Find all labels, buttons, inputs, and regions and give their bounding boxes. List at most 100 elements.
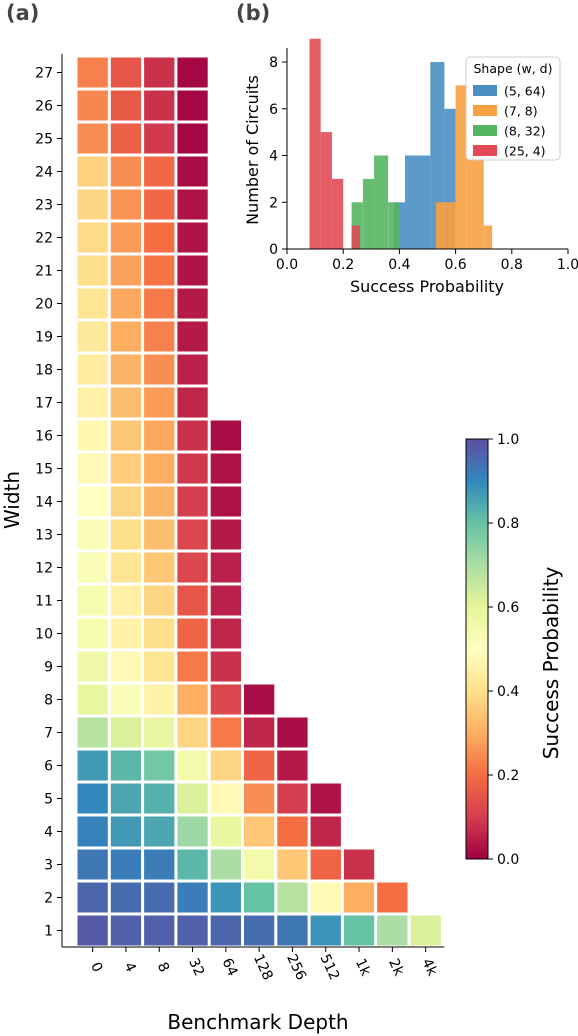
heatmap-cell — [77, 519, 108, 550]
heatmap-cell — [343, 882, 375, 913]
heatmap-cell — [144, 552, 175, 583]
histogram-y-tick-label: 0 — [269, 242, 278, 258]
heatmap-cell — [110, 387, 142, 418]
heatmap-cell — [144, 453, 175, 484]
heatmap-cell — [144, 849, 175, 880]
heatmap-cell — [110, 783, 142, 814]
heatmap-cell — [210, 882, 241, 913]
colorbar-tick-label: 0.2 — [497, 768, 519, 784]
heatmap-cell — [177, 90, 208, 121]
heatmap-y-tick-label: 23 — [35, 198, 53, 214]
heatmap-cell — [177, 156, 208, 187]
histogram-x-tick-label: 0.6 — [444, 257, 466, 273]
histogram-bar — [332, 178, 344, 249]
heatmap-x-tick-label: 4 — [120, 960, 138, 975]
heatmap-y-tick-label: 21 — [35, 264, 53, 280]
colorbar: 0.0 0.2 0.4 0.6 0.8 1.0 — [465, 432, 519, 868]
heatmap-cell — [144, 684, 175, 715]
heatmap-cell — [144, 618, 175, 649]
heatmap-cell — [144, 585, 175, 616]
histogram-y-tick-label: 2 — [269, 195, 278, 211]
heatmap-cell — [110, 123, 142, 154]
heatmap-cell — [77, 684, 108, 715]
heatmap-y-tick-label: 24 — [35, 165, 53, 181]
heatmap-cell — [244, 750, 275, 781]
heatmap-cell — [144, 90, 175, 121]
heatmap-cell — [277, 750, 308, 781]
heatmap-y-axis-title: Width — [0, 471, 24, 529]
heatmap-cell — [77, 486, 108, 517]
heatmap-cell — [210, 552, 241, 583]
heatmap-cell — [177, 486, 208, 517]
heatmap-cell — [144, 387, 175, 418]
legend-label: (25, 4) — [504, 144, 546, 159]
heatmap-cell — [177, 189, 208, 220]
legend-label: (8, 32) — [504, 124, 546, 139]
colorbar-tick-label: 1.0 — [497, 432, 519, 448]
histogram-bar — [455, 85, 467, 250]
heatmap-y-tick-label: 12 — [35, 561, 53, 577]
legend-swatch — [473, 85, 497, 96]
heatmap-cell — [177, 222, 208, 253]
legend-label: (5, 64) — [504, 84, 546, 99]
histogram-bar — [447, 202, 456, 249]
heatmap-cell — [210, 453, 241, 484]
heatmap-cell — [77, 123, 108, 154]
heatmap-cell — [210, 684, 241, 715]
heatmap-x-tick-label: 4k — [418, 956, 440, 979]
heatmap-cell — [210, 816, 241, 847]
heatmap-cell — [310, 783, 341, 814]
heatmap-y-tick-label: 1 — [44, 924, 53, 940]
heatmap-cell — [177, 750, 208, 781]
heatmap-cell — [110, 585, 142, 616]
heatmap-cell — [177, 354, 208, 385]
colorbar-tick-label: 0.6 — [497, 600, 519, 616]
heatmap-y-tick-label: 8 — [44, 693, 53, 709]
heatmap-cell — [144, 750, 175, 781]
histogram-bar — [388, 202, 400, 249]
heatmap-y-tick-label: 5 — [44, 792, 53, 808]
histogram-bar — [405, 155, 431, 249]
histogram-bar — [444, 108, 456, 249]
heatmap-cell — [244, 915, 275, 946]
heatmap-cell — [110, 519, 142, 550]
heatmap-cell — [77, 651, 108, 682]
heatmap-cell — [110, 750, 142, 781]
heatmap-cell — [144, 486, 175, 517]
histogram-bar — [351, 225, 360, 249]
heatmap-cell — [177, 585, 208, 616]
heatmap-cell — [210, 618, 241, 649]
heatmap-cell — [144, 354, 175, 385]
heatmap-cell — [144, 222, 175, 253]
heatmap-x-tick-label: 0 — [87, 960, 105, 975]
heatmap-cell — [177, 783, 208, 814]
heatmap-cell — [144, 288, 175, 319]
heatmap-cell — [210, 519, 241, 550]
legend-swatch — [473, 125, 497, 136]
heatmap-y-tick-label: 15 — [35, 462, 53, 478]
heatmap-x-axis-title: Benchmark Depth — [167, 1010, 348, 1034]
histogram-y-tick-label: 6 — [269, 102, 278, 118]
heatmap-cell — [210, 585, 241, 616]
colorbar-tick-label: 0.8 — [497, 516, 519, 532]
heatmap-cell — [77, 849, 108, 880]
heatmap-cell — [110, 486, 142, 517]
histogram-bar — [466, 155, 484, 249]
heatmap-cell — [144, 717, 175, 748]
heatmap-y-tick-label: 11 — [35, 594, 53, 610]
heatmap-cell — [277, 816, 308, 847]
heatmap-cell — [343, 849, 375, 880]
heatmap-cell — [310, 816, 341, 847]
histogram-legend: Shape (w, d) (5, 64) (7, 8) (8, 32) (25, 4) — [465, 56, 561, 161]
heatmap-cell — [210, 486, 241, 517]
heatmap-cell — [177, 684, 208, 715]
heatmap-y-tick-label: 3 — [44, 858, 53, 874]
heatmap-x-tick-label: 64 — [218, 956, 240, 979]
heatmap-cell — [277, 783, 308, 814]
heatmap-cell — [310, 915, 341, 946]
histogram-x-tick-label: 0.0 — [276, 257, 298, 273]
heatmap-y-tick-label: 2 — [44, 891, 53, 907]
panel-label-b: (b) — [236, 1, 270, 25]
heatmap-cell — [110, 321, 142, 352]
